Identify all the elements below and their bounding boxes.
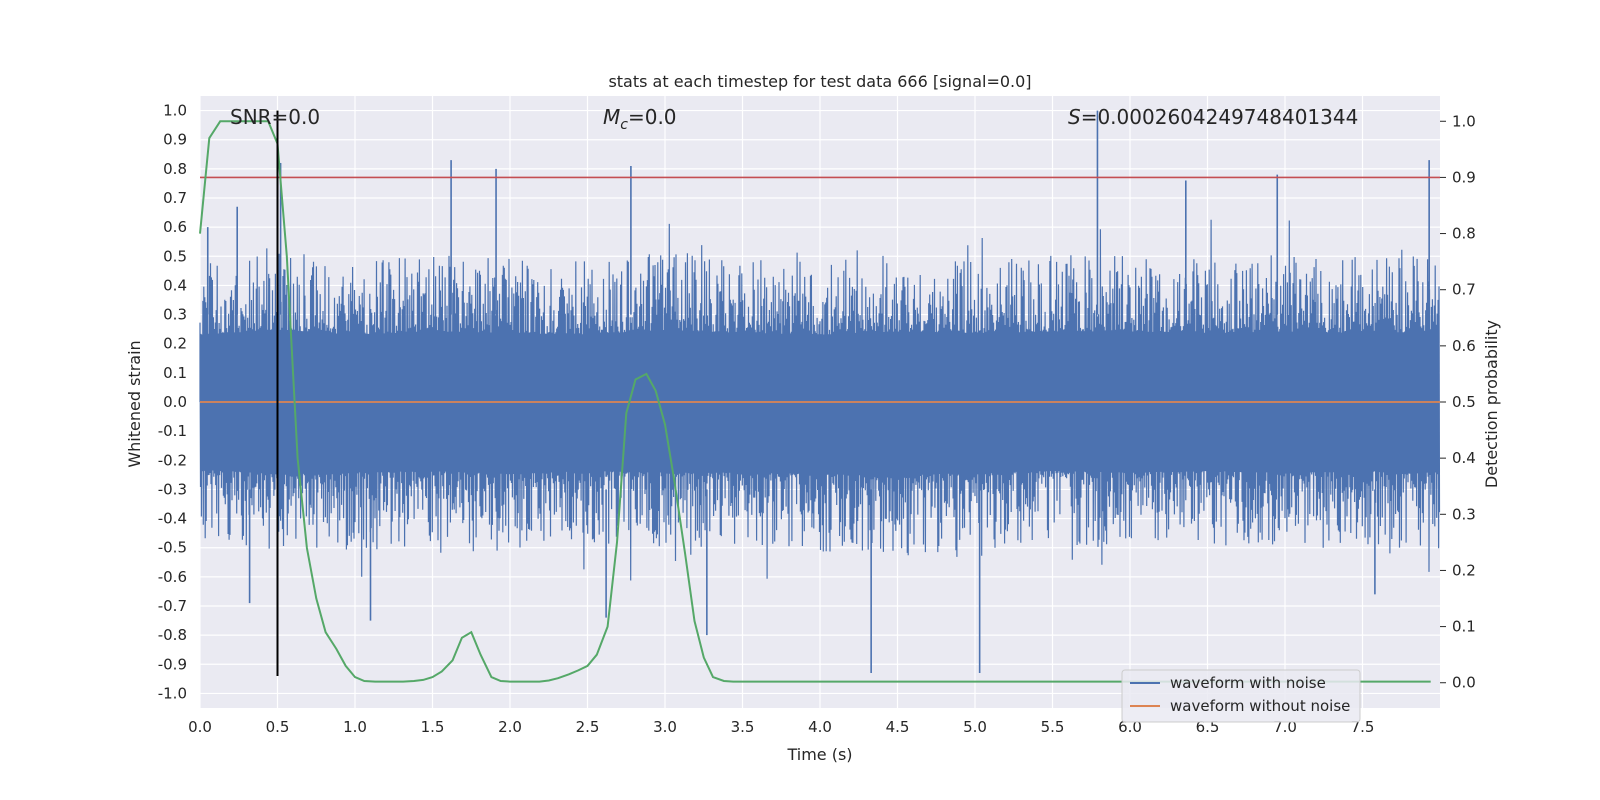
y-tick-label: -0.5: [158, 539, 187, 557]
y2-tick-label: 0.4: [1452, 449, 1476, 467]
x-tick-label: 1.0: [343, 718, 367, 736]
x-axis-label: Time (s): [786, 745, 852, 764]
x-tick-label: 5.0: [963, 718, 987, 736]
y-axis-ticks: 1.0 0.9 0.8 0.7 0.6 0.5 0.4 0.3 0.2 0.1 0.0 -0.1 -0.…: [158, 102, 187, 703]
y2-axis-label: Detection probability: [1482, 320, 1501, 488]
y2-tick-label: 0.9: [1452, 168, 1476, 186]
y-tick-label: 0.4: [163, 276, 187, 294]
legend-label-noise: waveform with noise: [1170, 674, 1326, 692]
x-tick-label: 2.5: [576, 718, 600, 736]
y2-axis-ticks: 1.0 0.9 0.8 0.7 0.6 0.5 0.4 0.3 0.2 0.1 0.0: [1440, 112, 1476, 692]
x-tick-label: 5.5: [1041, 718, 1065, 736]
y2-tick-label: 1.0: [1452, 112, 1476, 130]
y2-tick-label: 0.5: [1452, 393, 1476, 411]
y-tick-label: 0.7: [163, 189, 187, 207]
chart-title: stats at each timestep for test data 666…: [608, 72, 1031, 91]
y-tick-label: 0.5: [163, 247, 187, 265]
y-tick-label: 0.8: [163, 160, 187, 178]
y-tick-label: 0.3: [163, 306, 187, 324]
x-tick-label: 0.0: [188, 718, 212, 736]
y-tick-label: 0.2: [163, 335, 187, 353]
y2-tick-label: 0.2: [1452, 561, 1476, 579]
y-tick-label: -0.6: [158, 568, 187, 586]
y-tick-label: -0.8: [158, 626, 187, 644]
noise-trace: [199, 219, 1441, 581]
x-tick-label: 3.5: [731, 718, 755, 736]
y-tick-label: 0.6: [163, 218, 187, 236]
y-tick-label: -1.0: [158, 684, 187, 702]
detection-probability-line: [199, 120, 1431, 683]
series-lines: [199, 110, 1440, 683]
y-tick-label: 0.1: [163, 364, 187, 382]
x-tick-label: 0.5: [266, 718, 290, 736]
y2-tick-label: 0.6: [1452, 337, 1476, 355]
x-tick-label: 1.5: [421, 718, 445, 736]
y2-tick-label: 0.1: [1452, 618, 1476, 636]
legend-label-clean: waveform without noise: [1170, 697, 1350, 715]
y-tick-label: -0.4: [158, 510, 187, 528]
y-tick-label: 0.0: [163, 393, 187, 411]
y-tick-label: 1.0: [163, 102, 187, 120]
y-tick-label: 0.9: [163, 131, 187, 149]
s-annotation: S=0.0002604249748401344: [1068, 105, 1358, 129]
legend-box: [1121, 669, 1361, 723]
mc-annotation: Mc=0.0: [603, 105, 677, 133]
y-tick-label: -0.9: [158, 655, 187, 673]
y2-tick-label: 0.0: [1452, 674, 1476, 692]
y2-tick-label: 0.7: [1452, 281, 1476, 299]
snr-annotation: SNR=0.0: [230, 105, 320, 129]
y-axis-label: Whitened strain: [125, 340, 144, 467]
x-tick-label: 3.0: [653, 718, 677, 736]
legend: waveform with noise waveform without noi…: [1121, 669, 1361, 723]
y2-tick-label: 0.8: [1452, 225, 1476, 243]
y-tick-label: -0.7: [158, 597, 187, 615]
y-tick-label: -0.1: [158, 422, 187, 440]
y2-tick-label: 0.3: [1452, 505, 1476, 523]
y-tick-label: -0.2: [158, 451, 187, 469]
x-tick-label: 4.0: [808, 718, 832, 736]
x-tick-label: 2.0: [498, 718, 522, 736]
y-tick-label: -0.3: [158, 480, 187, 498]
x-tick-label: 4.5: [886, 718, 910, 736]
